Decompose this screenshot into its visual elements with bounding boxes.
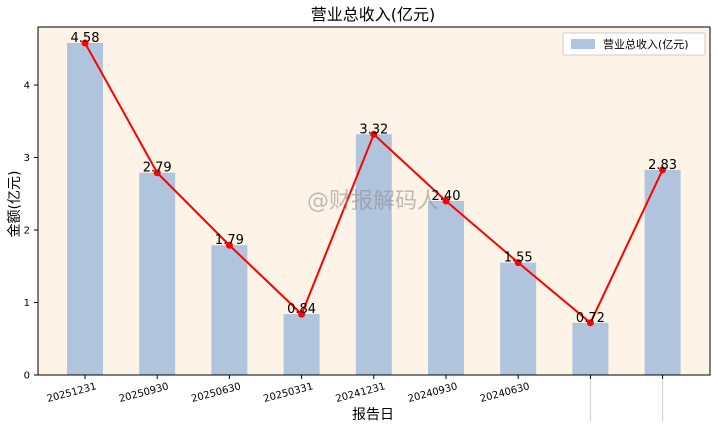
line-point <box>514 259 522 267</box>
bar <box>500 262 537 375</box>
bar <box>211 245 248 375</box>
bar <box>355 134 392 375</box>
data-label: 0.72 <box>576 311 605 326</box>
y-tick-label: 2 <box>24 226 30 237</box>
y-axis-title: 金额(亿元) <box>7 171 23 238</box>
chart-title: 营业总收入(亿元) <box>311 5 436 24</box>
watermark-text: @财报解码人 <box>307 189 439 214</box>
data-label: 1.79 <box>215 233 244 248</box>
data-label: 2.40 <box>432 189 461 204</box>
line-point <box>586 319 594 327</box>
bar <box>139 172 176 375</box>
data-label: 2.79 <box>143 161 172 176</box>
x-tick-label: 20251231 <box>46 381 98 405</box>
line-point <box>153 169 161 177</box>
bars-layer <box>67 42 681 375</box>
line-point <box>442 197 450 205</box>
x-axis-title: 报告日 <box>352 407 394 423</box>
data-label: 2.83 <box>648 158 677 173</box>
x-tick-label: 20250331 <box>262 381 314 405</box>
data-labels-layer: 4.58 2.79 1.79 0.84 3.32 2.40 1.55 0.72 2.83 <box>71 31 678 326</box>
data-label: 0.84 <box>287 302 316 317</box>
legend: 营业总收入(亿元) <box>562 32 706 56</box>
line-point <box>659 166 667 174</box>
data-label: 1.55 <box>504 251 533 266</box>
legend-swatch <box>571 39 595 49</box>
x-tick-label: 20241231 <box>335 381 387 405</box>
bar <box>428 201 464 375</box>
y-tick-label: 1 <box>24 298 30 309</box>
data-label: 3.32 <box>359 122 388 137</box>
line-point <box>225 241 233 249</box>
x-tick-label: 20250630 <box>190 381 242 405</box>
line-layer <box>81 39 667 327</box>
y-tick-label: 3 <box>24 153 30 164</box>
line-point <box>298 310 306 318</box>
bar <box>572 322 609 375</box>
bar <box>283 314 320 375</box>
legend-box <box>562 32 706 56</box>
line-point <box>81 39 89 47</box>
bar <box>67 42 103 375</box>
data-label: 4.58 <box>71 31 100 46</box>
y-tick-label: 4 <box>24 81 30 92</box>
bar <box>644 169 681 375</box>
legend-label: 营业总收入(亿元) <box>603 37 689 51</box>
y-tick-label: 0 <box>24 371 30 382</box>
x-tick-label: 20240930 <box>407 381 459 405</box>
line-point <box>370 130 378 138</box>
x-tick-label: 20250930 <box>118 381 170 405</box>
x-tick-label: 20240630 <box>479 381 531 405</box>
